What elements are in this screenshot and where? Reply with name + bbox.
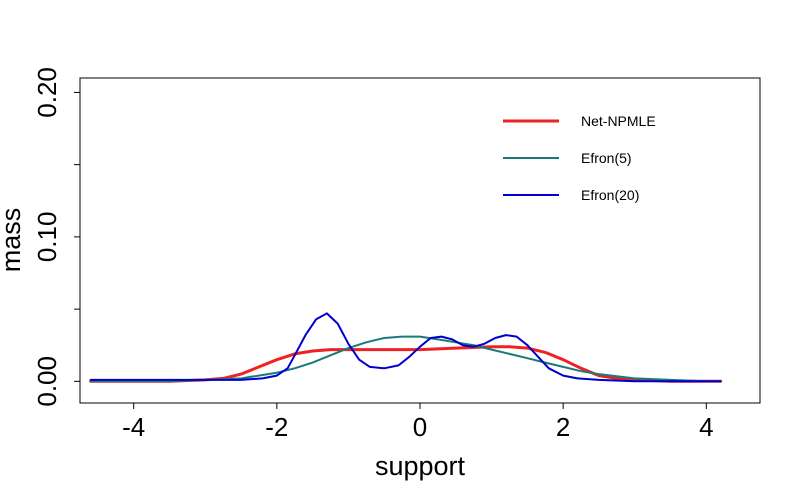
x-axis: -4 -2 0 2 4 [122,403,714,442]
legend-label: Efron(5) [581,150,632,166]
y-tick-label: 0.10 [32,212,62,263]
plot-frame [79,77,761,404]
x-tick-label: -4 [122,412,145,442]
x-tick-label: 2 [556,412,570,442]
y-axis: 0.00 0.10 0.20 [32,67,80,407]
series-line-efron-20 [89,312,722,383]
y-tick-label: 0.00 [32,356,62,407]
y-tick-label: 0.20 [32,67,62,118]
y-axis-title: mass [0,208,26,273]
series-layer [89,312,723,383]
x-tick-label: -2 [265,412,288,442]
series-line-net-npmle [89,345,723,383]
x-tick-label: 4 [699,412,713,442]
x-tick-label: 0 [413,412,427,442]
x-axis-title: support [375,451,466,481]
legend-label: Net-NPMLE [581,113,656,129]
legend: Net-NPMLE Efron(5) Efron(20) [503,113,656,203]
series-line-efron-5 [89,335,722,383]
legend-label: Efron(20) [581,187,639,203]
